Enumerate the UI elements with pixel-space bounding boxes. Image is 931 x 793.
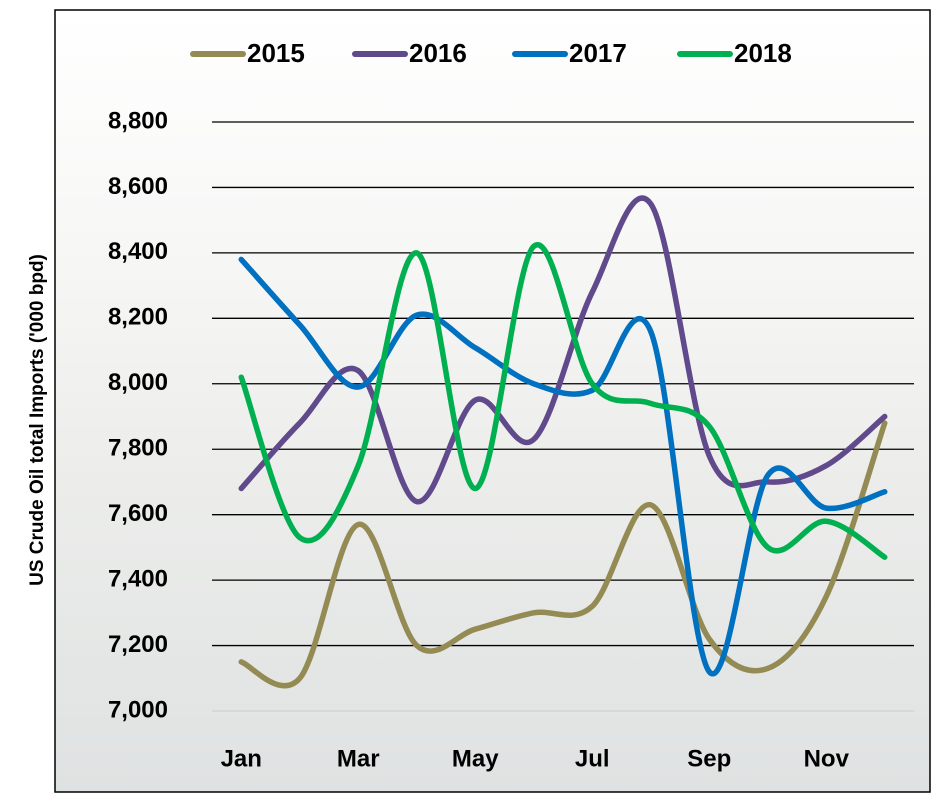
y-tick-label: 7,400 xyxy=(108,565,168,592)
chart: US Crude Oil total Imports ('000 bpd) 7,… xyxy=(0,0,931,793)
x-tick-label: Jul xyxy=(575,745,610,772)
y-tick-label: 8,000 xyxy=(108,369,168,396)
x-tick-label: May xyxy=(452,745,499,772)
y-tick-label: 8,600 xyxy=(108,173,168,200)
y-tick-label: 8,800 xyxy=(108,107,168,134)
y-tick-label: 8,200 xyxy=(108,304,168,331)
y-tick-label: 7,200 xyxy=(108,631,168,658)
x-tick-label: Nov xyxy=(804,745,850,772)
x-tick-label: Jan xyxy=(221,745,262,772)
legend-label: 2015 xyxy=(247,38,305,68)
y-tick-label: 8,400 xyxy=(108,238,168,265)
y-tick-label: 7,000 xyxy=(108,696,168,723)
x-tick-label: Sep xyxy=(687,745,731,772)
y-tick-label: 7,600 xyxy=(108,500,168,527)
chart-frame xyxy=(55,10,930,792)
y-axis-label: US Crude Oil total Imports ('000 bpd) xyxy=(27,254,48,586)
x-tick-label: Mar xyxy=(337,745,380,772)
legend-label: 2018 xyxy=(734,38,792,68)
legend-label: 2017 xyxy=(569,38,627,68)
legend-label: 2016 xyxy=(409,38,467,68)
y-tick-label: 7,800 xyxy=(108,435,168,462)
